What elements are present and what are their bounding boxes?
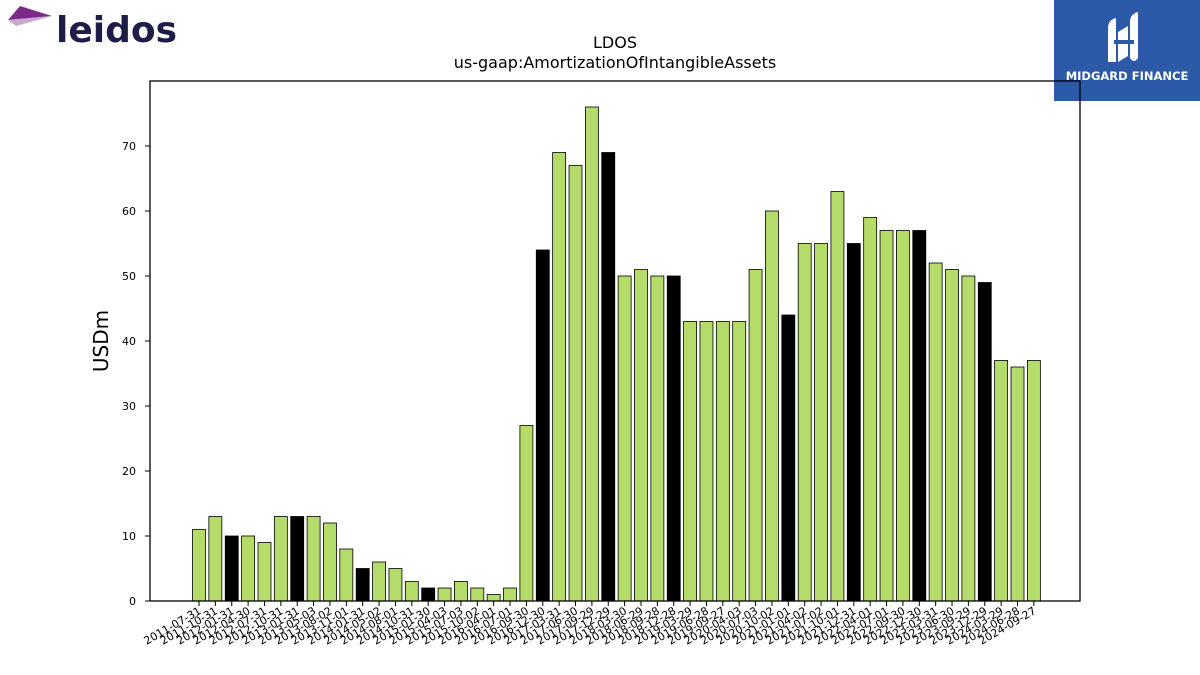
bar-2023-12-29 <box>977 282 992 602</box>
bar-2024-06-28 <box>1010 366 1025 602</box>
bar-2016-07-01 <box>503 587 517 602</box>
bar-2019-09-27 <box>715 321 730 602</box>
plot-frame <box>149 80 1081 602</box>
bar-2017-12-29 <box>601 152 616 602</box>
bar-2017-09-29 <box>584 106 599 602</box>
leidos-mark-icon <box>8 6 52 20</box>
bar-2013-11-01 <box>339 548 354 602</box>
bar-2013-01-31 <box>290 516 305 602</box>
y-tick-label: 60 <box>122 205 136 218</box>
y-tick-label: 30 <box>122 400 136 413</box>
y-tick-label: 10 <box>122 530 136 543</box>
y-tick-label: 50 <box>122 270 136 283</box>
bar-2023-09-29 <box>961 275 976 602</box>
bar-2012-01-31 <box>224 535 239 602</box>
bar-2015-04-03 <box>437 587 452 602</box>
midgard-mark-icon <box>1108 12 1138 62</box>
bar-2020-04-03 <box>732 321 747 602</box>
bar-2012-10-31 <box>273 516 288 602</box>
bar-2020-10-02 <box>765 210 779 602</box>
bar-2024-03-29 <box>994 360 1009 602</box>
midgard-logo-text: MIDGARD FINANCE <box>1066 69 1189 83</box>
bar-2018-12-28 <box>666 275 681 602</box>
bar-2021-01-01 <box>781 314 796 602</box>
bar-2014-01-31 <box>355 568 370 602</box>
bar-2022-09-30 <box>896 230 910 602</box>
bar-2023-06-30 <box>945 269 959 602</box>
bar-2020-07-03 <box>748 269 763 602</box>
bar-2019-06-28 <box>699 321 714 602</box>
bar-2012-04-30 <box>241 535 256 602</box>
bar-2016-04-01 <box>486 594 501 602</box>
midgard-finance-logo: MIDGARD FINANCE <box>1054 0 1200 101</box>
bar-2021-10-01 <box>830 191 845 602</box>
bar-2021-04-02 <box>797 243 812 602</box>
bar-2016-09-30 <box>519 425 534 602</box>
bar-2013-05-03 <box>306 516 321 602</box>
bar-2016-12-30 <box>535 249 550 602</box>
bar-2018-03-30 <box>617 275 632 602</box>
x-axis-ticks: 2011-07-312011-10-312012-01-312012-04-30… <box>142 601 1038 648</box>
bar-2011-10-31 <box>208 516 223 602</box>
leidos-logo-text: leidos <box>56 10 176 48</box>
bar-2021-07-02 <box>814 243 828 602</box>
bar-2017-06-30 <box>568 165 583 602</box>
bar-2014-10-31 <box>404 581 419 602</box>
bar-2017-03-31 <box>552 152 567 602</box>
y-tick-label: 40 <box>122 335 136 348</box>
bar-2015-10-02 <box>470 587 485 602</box>
bar-2018-09-28 <box>650 275 665 602</box>
bar-2023-03-31 <box>928 262 943 602</box>
leidos-mark-shadow-icon <box>8 16 52 26</box>
y-axis-label: USDm <box>89 310 113 372</box>
bars <box>192 106 1041 602</box>
chart-subtitle: us-gaap:AmortizationOfIntangibleAssets <box>454 53 776 72</box>
bar-2021-12-31 <box>846 243 861 602</box>
y-tick-label: 20 <box>122 465 136 478</box>
bar-2011-07-31 <box>192 529 206 602</box>
bar-2013-08-02 <box>323 522 337 602</box>
bar-2019-03-29 <box>683 321 697 602</box>
bar-2014-08-01 <box>388 568 403 602</box>
bar-2024-09-27 <box>1026 360 1041 602</box>
bar-2012-07-31 <box>257 542 272 602</box>
y-tick-label: 70 <box>122 140 136 153</box>
y-tick-label: 0 <box>129 595 136 608</box>
bar-2022-12-30 <box>912 230 927 602</box>
bar-2014-05-02 <box>372 561 386 602</box>
leidos-logo: leidos <box>6 4 177 51</box>
bar-2015-07-03 <box>454 581 468 602</box>
chart-title: LDOS <box>593 33 637 52</box>
bar-2022-04-01 <box>863 217 878 602</box>
y-axis-ticks: 0 10 20 30 40 50 60 70 <box>122 140 150 608</box>
bar-2022-07-01 <box>879 230 894 602</box>
bar-2018-06-29 <box>634 269 648 602</box>
bar-2015-01-30 <box>421 587 436 602</box>
